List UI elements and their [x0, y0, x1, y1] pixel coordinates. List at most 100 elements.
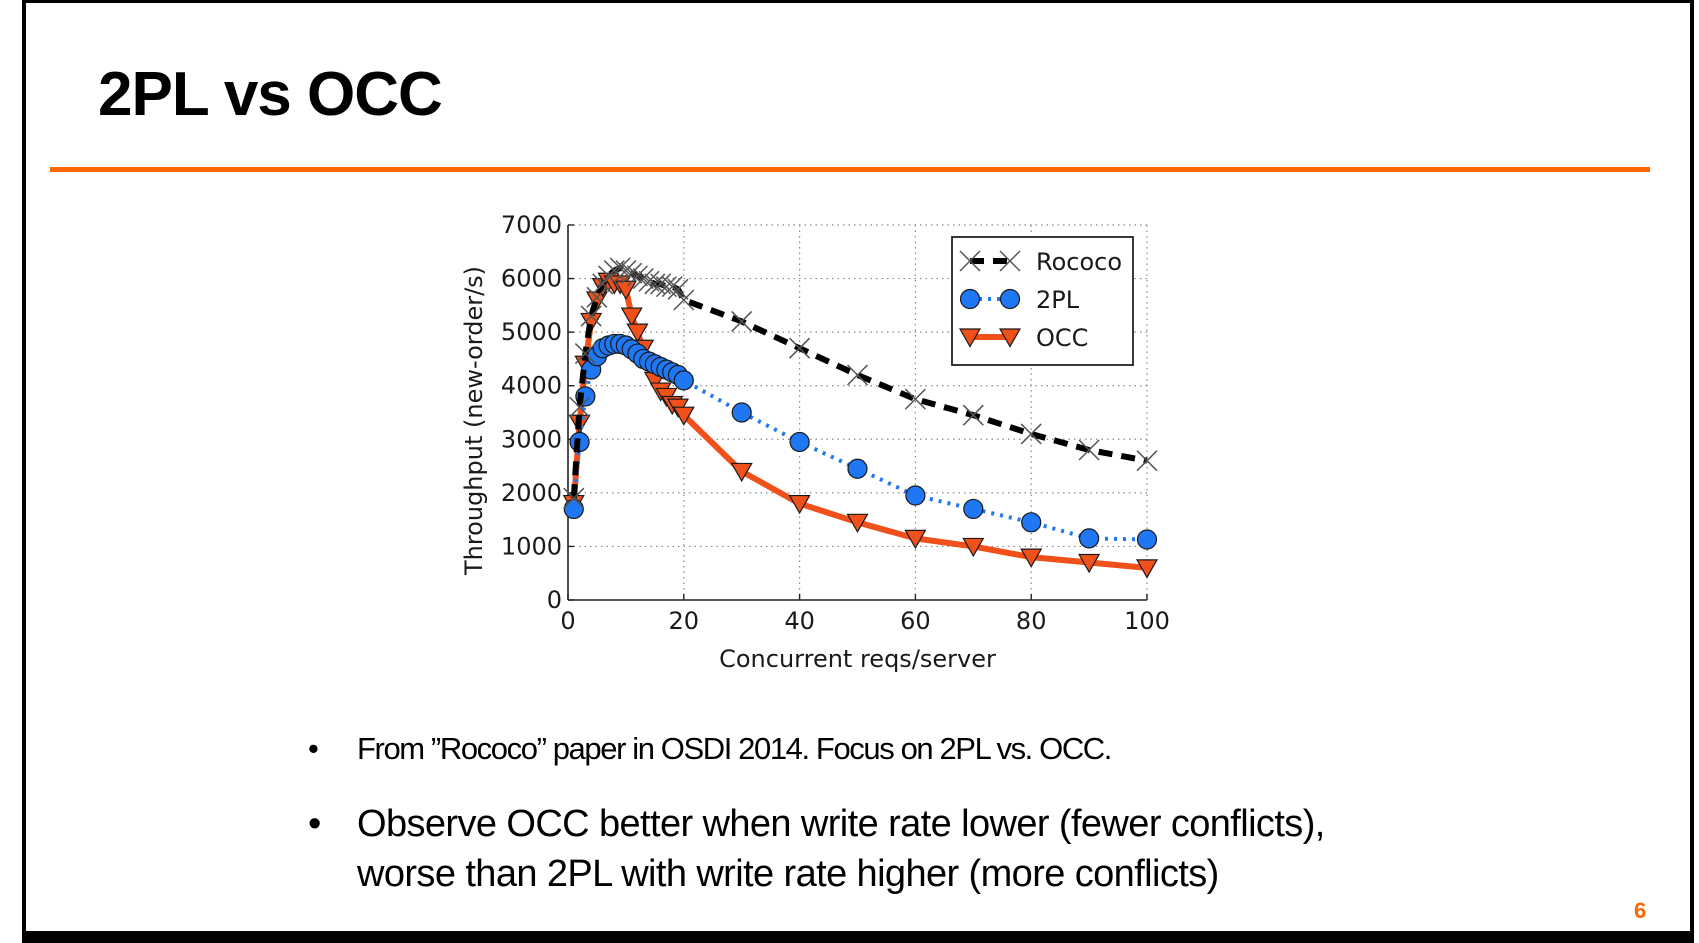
data-point-rococo — [661, 276, 683, 298]
data-point-rococo — [1020, 423, 1042, 445]
x-mark-stroke — [626, 265, 649, 287]
legend-marker-icon — [959, 288, 981, 310]
data-point-2pl — [905, 485, 926, 506]
x-mark-stroke — [574, 343, 596, 365]
data-point-rococo — [609, 257, 631, 279]
data-point-rococo — [580, 305, 602, 327]
x-mark-stroke — [603, 260, 625, 282]
x-mark-stroke — [621, 262, 643, 284]
data-point-2pl — [1021, 512, 1042, 533]
data-point-rococo — [632, 268, 654, 290]
y-axis-label: Throughput (new-order/s) — [460, 266, 488, 576]
data-point-occ — [620, 307, 643, 327]
data-point-2pl — [789, 431, 810, 453]
y-tick-label: 3000 — [501, 425, 562, 453]
data-point-2pl — [1136, 529, 1158, 550]
axes-layer: 0 20 40 60 80 1000100020003000400050006000700… — [460, 211, 1170, 673]
legend-marker-icon — [999, 288, 1021, 310]
x-tick-label: 40 — [784, 607, 815, 635]
slide-frame — [22, 0, 1694, 943]
data-point-2pl — [673, 370, 694, 391]
data-point-occ — [846, 513, 869, 534]
data-point-rococo — [586, 286, 608, 308]
x-mark-stroke — [655, 276, 677, 298]
data-point-occ — [626, 323, 649, 343]
data-point-2pl — [847, 458, 868, 479]
data-point-occ — [904, 529, 927, 550]
x-tick-label: 0 — [560, 607, 575, 635]
data-point-occ — [962, 537, 985, 558]
x-tick-label: 20 — [669, 607, 700, 635]
data-point-rococo — [789, 337, 811, 359]
x-mark-stroke — [632, 268, 654, 290]
slide-title: 2PL vs OCC — [98, 60, 443, 129]
data-point-rococo — [846, 364, 869, 386]
x-mark-stroke — [563, 487, 585, 509]
bullet-text: Observe OCC better when write rate lower… — [357, 803, 1325, 895]
data-point-2pl — [963, 498, 984, 520]
data-point-occ — [614, 280, 637, 300]
x-mark-stroke — [586, 286, 608, 308]
x-mark-stroke — [959, 250, 981, 272]
data-point-occ — [672, 406, 695, 426]
bullet-item: • Observe OCC better when write rate low… — [300, 799, 1357, 899]
y-tick-label: 4000 — [501, 372, 562, 400]
bullet-dot-icon: • — [308, 731, 319, 766]
data-point-occ — [1135, 559, 1159, 579]
data-point-rococo — [673, 289, 695, 311]
page-number: 6 — [1634, 898, 1647, 923]
x-tick-label: 80 — [1016, 607, 1047, 635]
x-mark-stroke — [789, 337, 811, 359]
y-tick-label: 0 — [547, 586, 562, 614]
data-point-2pl — [1078, 528, 1100, 549]
x-mark-stroke — [615, 260, 637, 282]
x-mark-stroke — [846, 364, 869, 386]
y-tick-label: 6000 — [501, 265, 562, 293]
chart-legend: Rococo 2PL OCC — [951, 236, 1134, 366]
y-tick-label: 2000 — [501, 479, 562, 507]
data-point-rococo — [569, 396, 591, 418]
data-point-rococo — [615, 260, 637, 282]
legend-marker-icon — [999, 250, 1021, 272]
series-line-rococo — [570, 264, 1148, 499]
data-point-rococo — [731, 310, 753, 332]
data-point-rococo — [962, 404, 984, 426]
x-tick-label: 100 — [1124, 607, 1170, 635]
legend-marker-icon — [959, 250, 981, 272]
series-2pl — [563, 333, 1158, 550]
x-mark-stroke — [661, 276, 683, 298]
data-point-occ — [788, 494, 811, 515]
y-tick-label: 5000 — [501, 318, 562, 346]
x-mark-stroke — [962, 404, 984, 426]
x-mark-stroke — [580, 305, 602, 327]
x-mark-stroke — [1136, 450, 1158, 472]
data-point-occ — [1078, 553, 1101, 574]
series-layer — [562, 257, 1159, 579]
legend-marker-icon — [958, 328, 982, 348]
x-mark-stroke — [609, 257, 631, 279]
x-mark-stroke — [1020, 423, 1042, 445]
x-axis-label: Concurrent reqs/server — [719, 645, 996, 673]
bullet-dot-icon: • — [308, 803, 321, 845]
data-point-2pl — [731, 402, 752, 423]
data-point-rococo — [626, 265, 649, 287]
x-mark-stroke — [569, 396, 591, 418]
data-point-rococo — [667, 278, 689, 300]
x-tick-label: 60 — [900, 607, 931, 635]
legend-label: OCC — [1036, 324, 1088, 352]
legend-item-2pl: 2PL — [959, 286, 1080, 314]
data-point-occ — [1020, 548, 1043, 568]
y-tick-label: 1000 — [501, 532, 562, 560]
series-rococo — [563, 257, 1158, 509]
x-mark-stroke — [731, 310, 753, 332]
x-mark-stroke — [904, 388, 926, 410]
legend-item-occ: OCC — [958, 324, 1088, 352]
bullet-list: • From ”Rococo” paper in OSDI 2014. Focu… — [300, 727, 1357, 899]
legend-marker-icon — [998, 328, 1022, 348]
data-point-rococo — [1078, 439, 1100, 461]
x-mark-stroke — [650, 273, 672, 295]
x-mark-stroke — [673, 289, 695, 311]
data-point-rococo — [574, 343, 596, 365]
data-point-2pl — [563, 498, 584, 520]
